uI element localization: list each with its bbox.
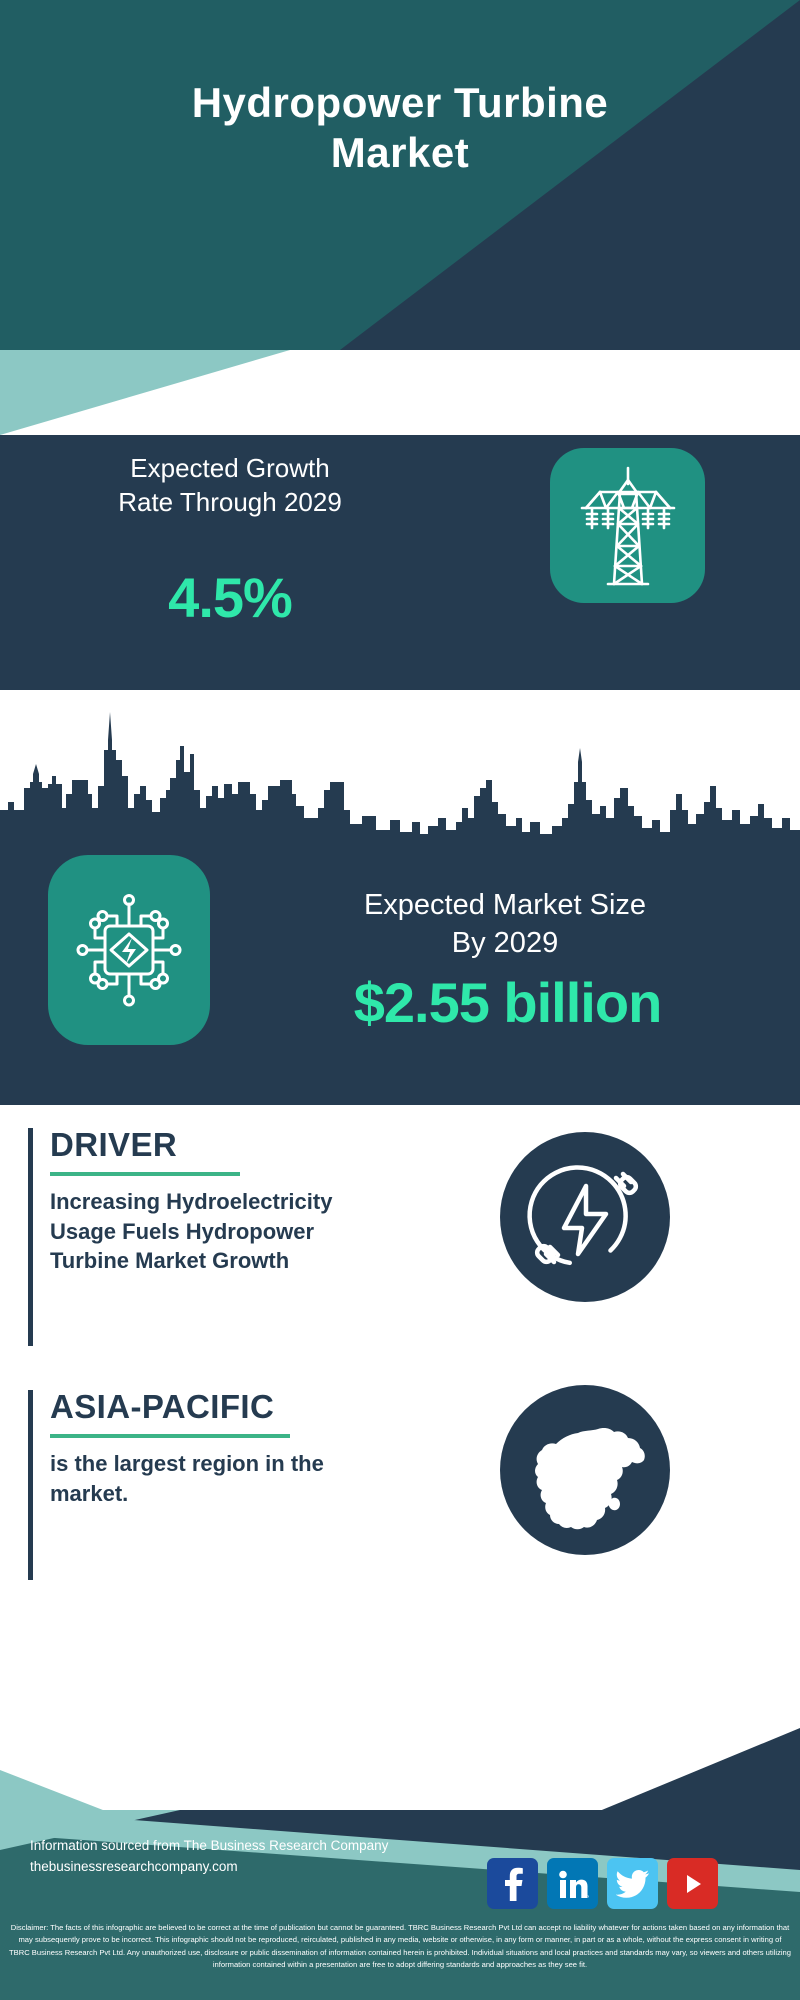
youtube-icon[interactable] [667,1858,718,1909]
region-card-rule [50,1433,290,1438]
driver-body-line2: Usage Fuels Hydropower [50,1218,315,1244]
light-teal-triangle [0,350,290,435]
footer-source-line2: thebusinessresearchcompany.com [30,1858,238,1874]
page-title-line1: Hydropower Turbine [191,79,609,126]
footer-source-line1: Information sourced from The Business Re… [30,1838,389,1853]
skyline-silhouette [0,712,800,865]
header-divider-band [0,350,800,435]
driver-card-title: DRIVER [50,1126,178,1163]
market-size-label-line2: By 2029 [451,926,559,959]
linkedin-icon[interactable]: ™ [547,1858,598,1909]
page-title-line2: Market [330,128,470,176]
driver-card-accent-bar [28,1128,33,1346]
market-size-label-line1: Expected Market Size [363,889,647,921]
social-links: ™ [487,1858,757,1909]
disclaimer-text: Disclaimer: The facts of this infographi… [9,1923,792,1969]
footer-source-text: Information sourced from The Business Re… [30,1836,530,1878]
svg-text:™: ™ [586,1895,589,1900]
growth-label-line1: Expected Growth [130,453,330,483]
city-skyline [0,690,800,865]
transmission-tower-icon [550,448,705,603]
region-card-body: is the largest region in the market. [50,1449,470,1509]
page-title: Hydropower Turbine Market [0,78,800,177]
driver-card-body: Increasing Hydroelectricity Usage Fuels … [50,1187,470,1277]
driver-body-line1: Increasing Hydroelectricity [50,1188,333,1214]
market-size-label: Expected Market Size By 2029 [225,887,785,962]
region-body-line2: market. [50,1480,129,1506]
growth-label-line2: Rate Through 2029 [118,487,342,518]
header-banner: Hydropower Turbine Market [0,0,800,350]
region-card-accent-bar [28,1390,33,1580]
header-diagonal-shape [340,0,800,350]
circuit-chip-lightning-icon [48,855,210,1045]
asia-map-circle-icon [500,1385,670,1555]
market-size-value: $2.55 billion [353,971,663,1034]
region-body-line1: is the largest region in the [50,1450,324,1476]
growth-label: Expected Growth Rate Through 2029 [40,451,420,520]
disclaimer-bar: Disclaimer: The facts of this infographi… [0,1915,800,2000]
twitter-icon[interactable] [607,1858,658,1909]
footer-bg-shapes [0,1810,800,1915]
lightning-plug-circle-icon [500,1132,670,1302]
footer-bar: Information sourced from The Business Re… [0,1810,800,1915]
driver-body-line3: Turbine Market Growth [50,1248,290,1274]
growth-rate-value: 4.5% [168,566,293,629]
region-card-title: ASIA-PACIFIC [50,1388,275,1425]
facebook-icon[interactable] [487,1858,538,1909]
driver-card-rule [50,1171,240,1176]
